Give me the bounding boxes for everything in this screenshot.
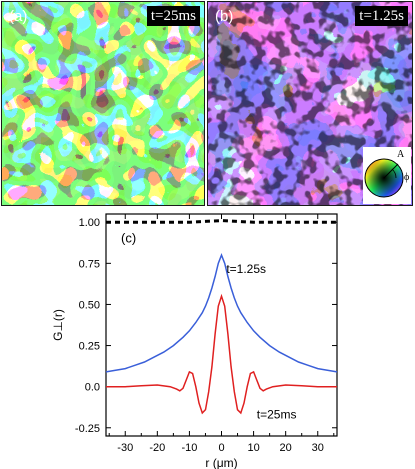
y-tick-label: 0.25 — [79, 341, 100, 353]
y-tick-label: 0.50 — [79, 299, 100, 311]
x-axis-label: r (μm) — [205, 456, 237, 469]
y-tick-label: 1.00 — [79, 217, 100, 229]
panel-b-label: (b) — [215, 8, 234, 25]
y-axis-label: G⊥(r) — [51, 309, 65, 341]
y-tick-label: 0.0 — [85, 382, 100, 394]
x-tick-label: 10 — [247, 442, 259, 454]
panel-b-image: A ϕ — [208, 2, 412, 205]
panel-a: (a) t=25ms — [1, 1, 205, 206]
series-annotation: t=25ms — [257, 408, 297, 422]
y-tick-label: -0.25 — [75, 423, 100, 435]
series-annotation: t=1.25s — [226, 262, 266, 276]
phase-label: ϕ — [404, 172, 409, 183]
panel-a-image — [2, 2, 204, 205]
plot-frame — [105, 213, 338, 437]
amplitude-label: A — [397, 149, 405, 160]
y-tick-label: 0.75 — [79, 258, 100, 270]
x-tick-label: -30 — [117, 442, 133, 454]
x-tick-label: -10 — [181, 442, 197, 454]
series-line — [105, 253, 338, 373]
correlation-chart: -30 -20 -10 0 10 20 30 -0.25 0.0 0.25 0.50 0.75 1.00… — [51, 213, 338, 469]
panel-a-time: t=25ms — [146, 6, 200, 26]
panel-a-texture — [2, 2, 204, 205]
x-tick-label: -20 — [149, 442, 165, 454]
panel-b-time: t=1.25s — [355, 6, 408, 26]
x-tick-label: 0 — [218, 442, 224, 454]
panel-b: A ϕ (b) t=1.25s — [207, 1, 413, 206]
color-wheel-legend: A ϕ — [363, 147, 411, 204]
chart-panel-label: (c) — [121, 231, 136, 246]
x-tick-label: 20 — [280, 442, 292, 454]
amplitude-arrow — [383, 163, 399, 179]
panel-a-label: (a) — [9, 8, 28, 25]
series-line-reference — [106, 219, 337, 224]
x-tick-label: 30 — [312, 442, 324, 454]
series-line — [106, 293, 337, 415]
phase-arc — [391, 168, 397, 179]
